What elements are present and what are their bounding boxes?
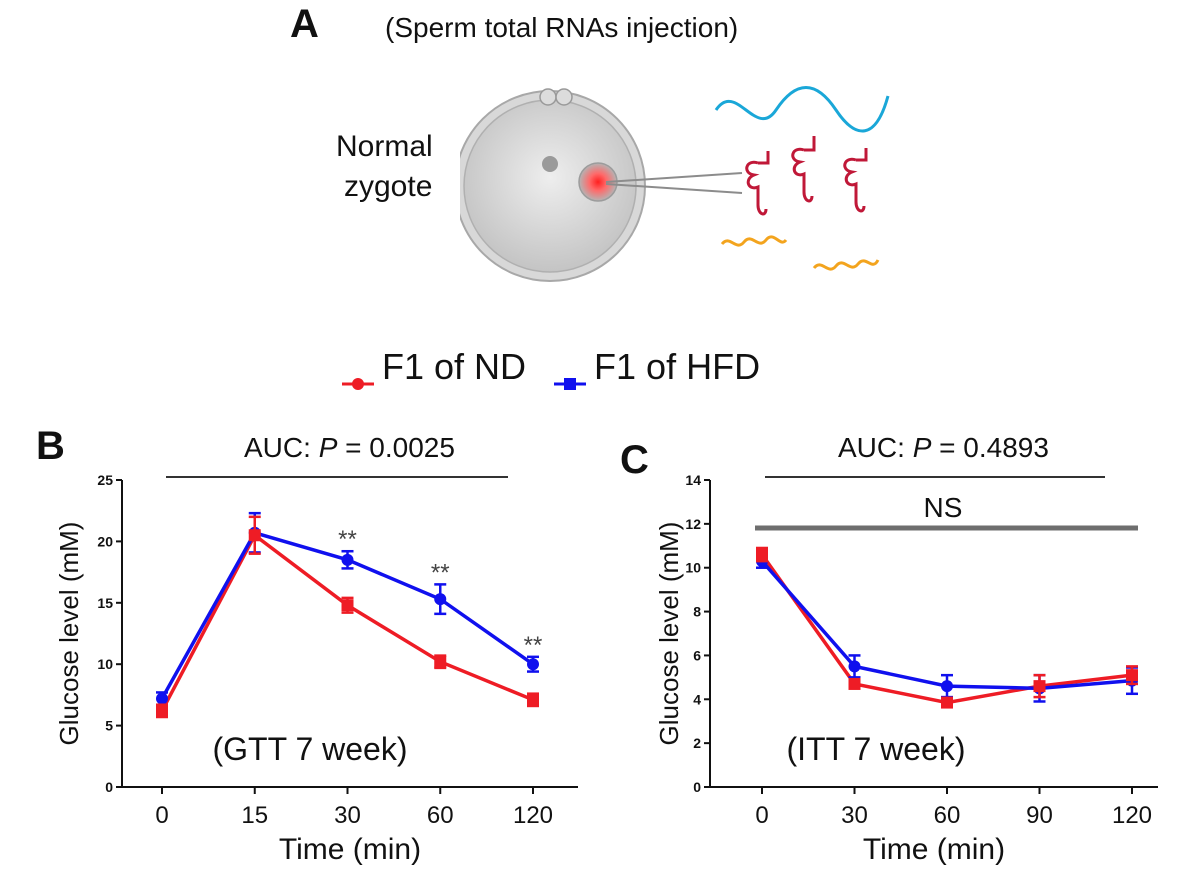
zygote-cell: [460, 88, 646, 282]
chart-c-xtick-label: 30: [841, 802, 868, 829]
chart-b-xtick-label: 15: [241, 802, 268, 829]
zygote-label-line1: Normal: [336, 130, 433, 163]
chart-c-xtick-label: 120: [1112, 802, 1152, 829]
chart-b: 0 5 10 15 20 25 0 15 30 60 120 Time (min) Glucose le…: [54, 472, 578, 866]
chart-c-ytick-label: 14: [685, 472, 701, 488]
chart-b-significance-stars: **: [338, 526, 357, 553]
chart-c-ytick-label: 6: [693, 647, 701, 663]
chart-c-point-nd: [756, 548, 768, 561]
injection-needle: [605, 172, 743, 194]
legend-nd-label: F1 of ND: [382, 346, 527, 387]
zygote-label-line2: zygote: [344, 170, 433, 203]
chart-c-series-hfd-line: [760, 559, 1133, 691]
chart-c: NS 0 2 4 6 8 10 12 14 0 30 60 90 120 Time (min) Glucose…: [654, 472, 1158, 866]
chart-c-ytick-label: 10: [685, 560, 701, 576]
chart-c-point-nd: [941, 696, 953, 709]
chart-c-point-nd: [848, 677, 861, 690]
chart-b-ytick-label: 20: [97, 533, 113, 549]
panel-a-letter: A: [290, 2, 319, 46]
chart-b-ytick-label: 10: [97, 656, 113, 672]
chart-b-ytick-label: 25: [97, 472, 113, 488]
chart-b-ytick-label: 15: [97, 595, 113, 611]
chart-b-y-axis-title: Glucose level (mM): [54, 522, 84, 746]
chart-b-point-nd: [248, 529, 261, 542]
chart-c-ytick-label: 4: [693, 691, 701, 707]
chart-c-ytick-label: 0: [693, 779, 701, 795]
chart-b-point-nd: [527, 693, 539, 706]
short-rna-fragments: [720, 235, 880, 271]
chart-b-ytick-label: 0: [105, 779, 113, 795]
legend-hfd-marker: [552, 359, 588, 390]
chart-b-point-hfd: [341, 553, 354, 566]
chart-b-inner-label: (GTT 7 week): [213, 731, 408, 767]
chart-c-y-axis-title: Glucose level (mM): [654, 522, 684, 746]
panel-b-auc: AUC: P = 0.0025: [244, 432, 455, 463]
chart-c-ytick-label: 2: [693, 735, 701, 751]
chart-b-point-nd: [341, 599, 354, 612]
panel-c-letter: C: [620, 438, 649, 482]
chart-b-xtick-label: 30: [334, 802, 361, 829]
chart-c-xtick-label: 0: [755, 802, 768, 829]
chart-c-point-nd: [1126, 669, 1138, 682]
chart-b-x-axis-title: Time (min): [279, 833, 421, 866]
chart-b-point-nd: [156, 704, 168, 717]
chart-c-inner-label: (ITT 7 week): [787, 731, 966, 767]
chart-c-x-axis-title: Time (min): [863, 833, 1005, 866]
chart-c-point-nd: [1033, 680, 1046, 693]
chart-b-significance-stars: **: [431, 559, 450, 586]
chart-b-point-hfd: [434, 593, 447, 606]
long-rna-strand: [714, 86, 890, 133]
chart-b-ytick-label: 5: [105, 718, 113, 734]
chart-b-significance-stars: **: [524, 632, 543, 659]
chart-c-xtick-label: 60: [934, 802, 961, 829]
chart-c-ytick-label: 12: [685, 516, 701, 532]
panel-a-title: (Sperm total RNAs injection): [385, 12, 739, 43]
legend: F1 of ND F1 of HFD: [340, 346, 761, 390]
chart-b-point-hfd: [527, 658, 539, 671]
chart-b-xtick-label: 120: [513, 802, 553, 829]
small-rna-hairpins: [745, 136, 868, 216]
legend-nd-marker: [340, 359, 376, 390]
chart-b-point-nd: [434, 655, 447, 668]
chart-b-xtick-label: 0: [155, 802, 168, 829]
chart-b-xtick-label: 60: [427, 802, 454, 829]
panel-b-letter: B: [36, 424, 65, 468]
zygote-illustration: [460, 86, 890, 282]
legend-hfd-label: F1 of HFD: [594, 346, 761, 387]
chart-c-ytick-label: 8: [693, 604, 701, 620]
chart-c-point-hfd: [848, 660, 861, 673]
chart-b-point-hfd: [156, 692, 168, 705]
chart-c-ns-label: NS: [924, 492, 963, 523]
chart-c-xtick-label: 90: [1026, 802, 1053, 829]
panel-c-auc: AUC: P = 0.4893: [838, 432, 1049, 463]
chart-c-point-hfd: [941, 680, 953, 693]
